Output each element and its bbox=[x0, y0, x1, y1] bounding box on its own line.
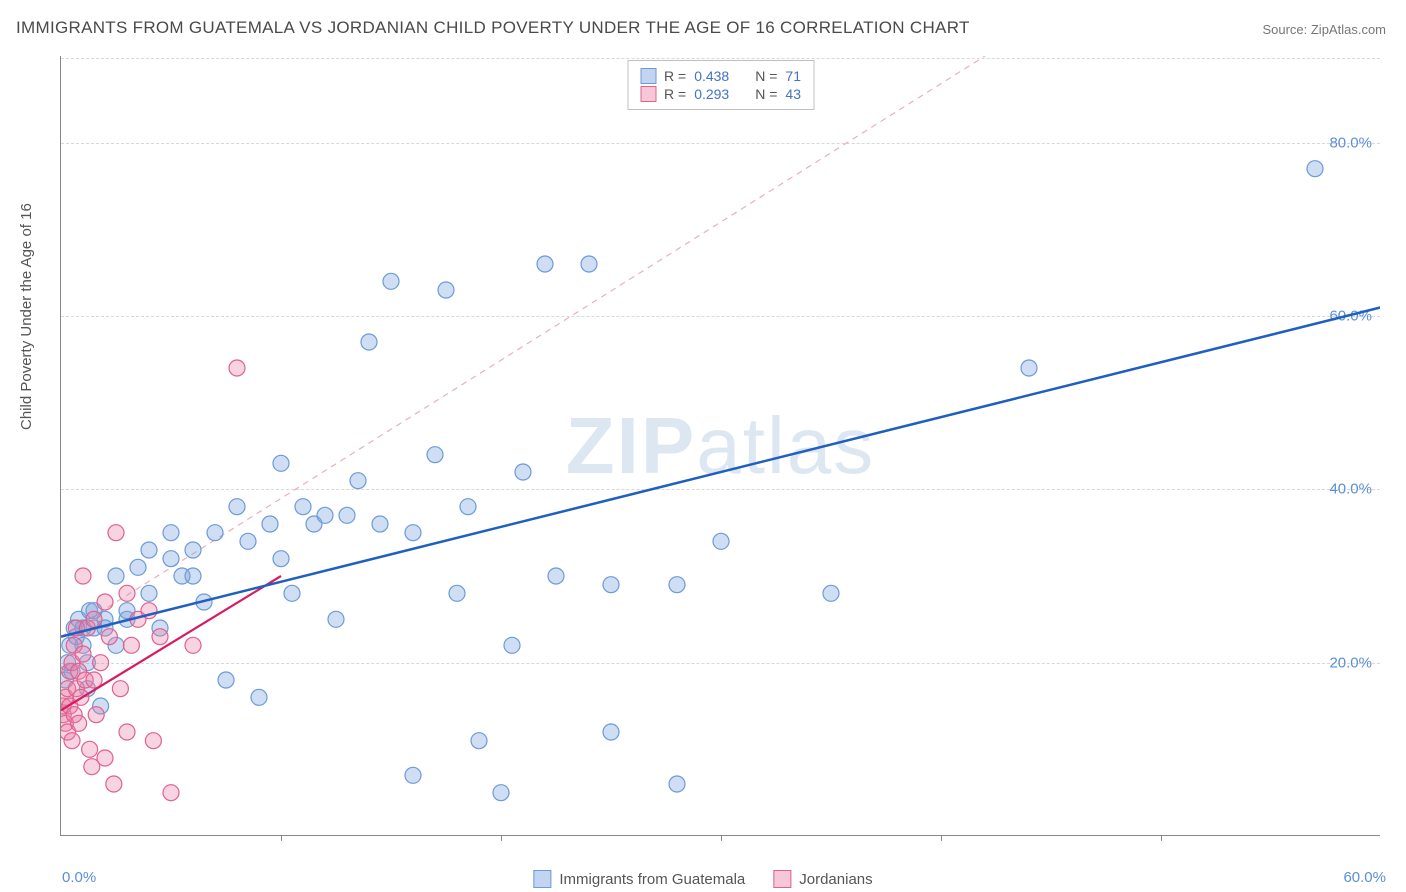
legend-swatch-bottom-jordanians bbox=[773, 870, 791, 888]
legend-label-guatemala: Immigrants from Guatemala bbox=[559, 871, 745, 888]
scatter-svg bbox=[61, 56, 1380, 835]
n-value-guatemala: 71 bbox=[785, 68, 801, 84]
n-label: N = bbox=[755, 68, 777, 84]
chart-plot-area: ZIPatlas R = 0.438 N = 71 R = 0.293 N = … bbox=[60, 56, 1380, 836]
legend-row-guatemala: R = 0.438 N = 71 bbox=[640, 67, 801, 85]
y-axis-label: Child Poverty Under the Age of 16 bbox=[18, 203, 35, 430]
x-axis-tick-end: 60.0% bbox=[1343, 869, 1386, 886]
legend-swatch-jordanians bbox=[640, 86, 656, 102]
legend-row-jordanians: R = 0.293 N = 43 bbox=[640, 85, 801, 103]
n-label: N = bbox=[755, 86, 777, 102]
legend-swatch-guatemala bbox=[640, 68, 656, 84]
chart-title: IMMIGRANTS FROM GUATEMALA VS JORDANIAN C… bbox=[16, 18, 970, 38]
legend-swatch-bottom-guatemala bbox=[533, 870, 551, 888]
correlation-legend: R = 0.438 N = 71 R = 0.293 N = 43 bbox=[627, 60, 814, 110]
r-label: R = bbox=[664, 68, 686, 84]
series-legend: Immigrants from Guatemala Jordanians bbox=[533, 870, 872, 888]
x-axis-tick-start: 0.0% bbox=[62, 869, 96, 886]
r-value-guatemala: 0.438 bbox=[694, 68, 729, 84]
r-label: R = bbox=[664, 86, 686, 102]
source-attribution: Source: ZipAtlas.com bbox=[1262, 22, 1386, 37]
r-value-jordanians: 0.293 bbox=[694, 86, 729, 102]
legend-label-jordanians: Jordanians bbox=[799, 871, 872, 888]
legend-item-guatemala: Immigrants from Guatemala bbox=[533, 870, 745, 888]
legend-item-jordanians: Jordanians bbox=[773, 870, 872, 888]
n-value-jordanians: 43 bbox=[785, 86, 801, 102]
